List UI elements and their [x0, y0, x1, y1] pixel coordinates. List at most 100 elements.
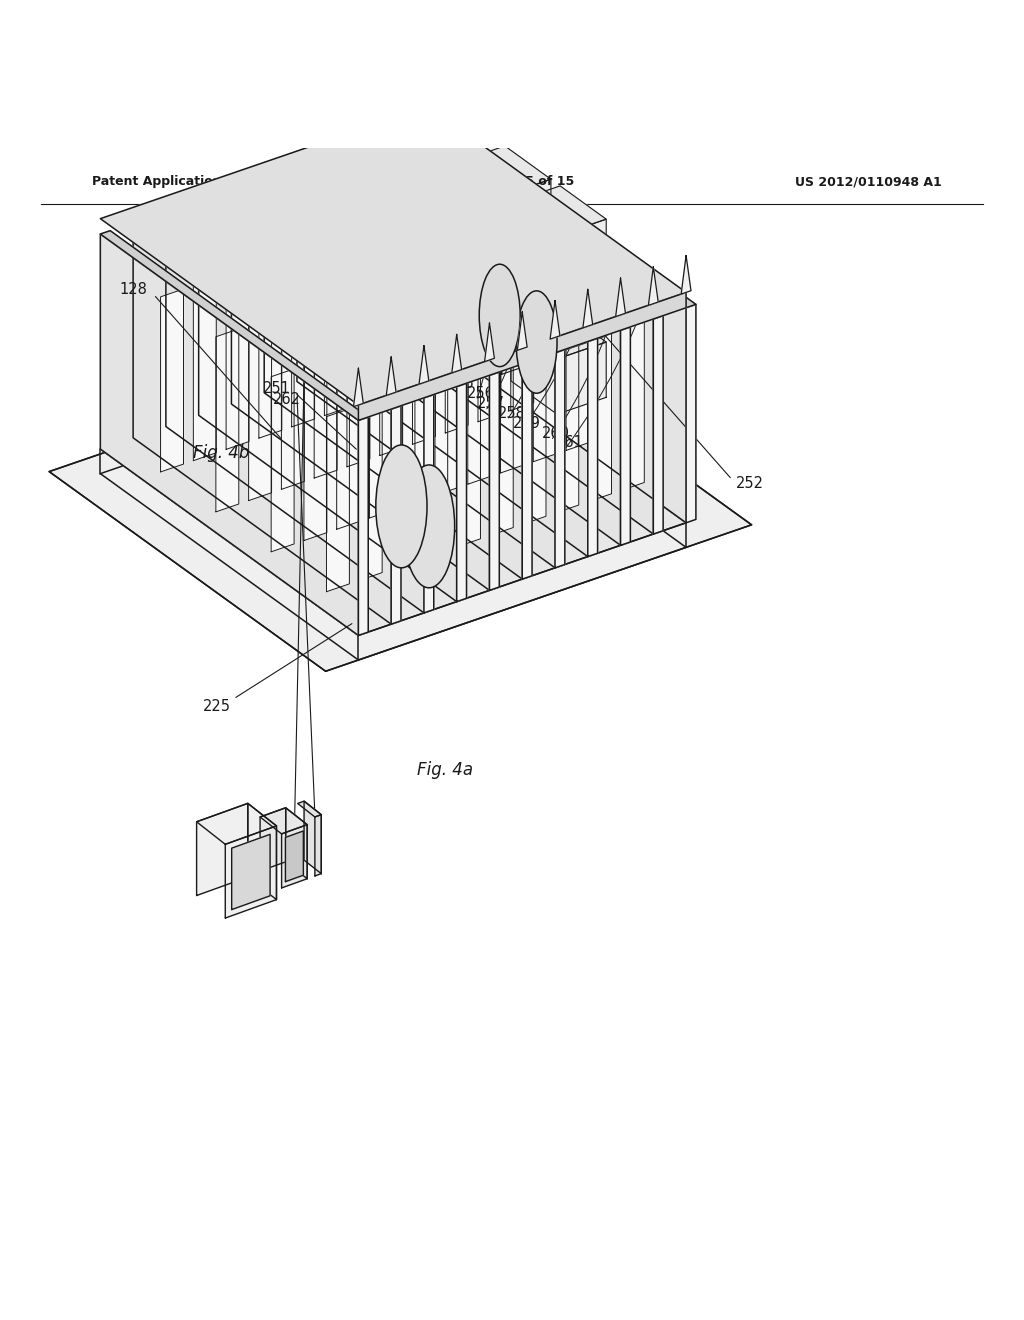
Polygon shape — [282, 825, 307, 888]
Polygon shape — [468, 301, 490, 484]
Polygon shape — [489, 372, 500, 590]
Text: 128: 128 — [119, 281, 147, 297]
Polygon shape — [456, 162, 502, 251]
Polygon shape — [249, 318, 271, 500]
Polygon shape — [550, 301, 560, 339]
Polygon shape — [402, 323, 425, 507]
Polygon shape — [248, 804, 276, 900]
Polygon shape — [161, 289, 183, 473]
Polygon shape — [555, 350, 565, 568]
Text: US 2012/0110948 A1: US 2012/0110948 A1 — [796, 176, 942, 189]
Polygon shape — [330, 152, 598, 342]
Polygon shape — [681, 256, 691, 294]
Polygon shape — [133, 223, 391, 624]
Polygon shape — [49, 325, 752, 672]
Ellipse shape — [479, 264, 520, 367]
Polygon shape — [456, 187, 478, 371]
Polygon shape — [199, 201, 457, 602]
Polygon shape — [231, 834, 270, 909]
Polygon shape — [197, 804, 248, 895]
Polygon shape — [490, 352, 513, 536]
Text: Fig. 4b: Fig. 4b — [193, 444, 250, 462]
Polygon shape — [304, 358, 327, 541]
Polygon shape — [260, 808, 307, 834]
Polygon shape — [264, 174, 532, 364]
Polygon shape — [557, 281, 606, 352]
Polygon shape — [556, 330, 579, 513]
Polygon shape — [391, 405, 401, 624]
Polygon shape — [225, 826, 276, 917]
Polygon shape — [589, 318, 611, 502]
Polygon shape — [100, 106, 686, 405]
Polygon shape — [392, 387, 415, 569]
Polygon shape — [557, 342, 606, 414]
Polygon shape — [353, 368, 364, 407]
Polygon shape — [621, 327, 631, 545]
Text: 256: 256 — [467, 387, 496, 401]
Polygon shape — [456, 224, 502, 313]
Polygon shape — [298, 801, 322, 817]
Polygon shape — [231, 189, 489, 590]
Polygon shape — [286, 808, 307, 879]
Text: 254: 254 — [424, 364, 453, 379]
Text: 257: 257 — [476, 396, 505, 412]
Polygon shape — [395, 132, 653, 535]
Polygon shape — [435, 313, 458, 495]
Polygon shape — [395, 129, 664, 319]
Polygon shape — [523, 341, 546, 524]
Polygon shape — [100, 360, 686, 660]
Polygon shape — [390, 210, 413, 393]
Text: 261: 261 — [555, 436, 584, 450]
Polygon shape — [456, 269, 551, 319]
Polygon shape — [511, 186, 606, 236]
Polygon shape — [282, 306, 304, 490]
Text: 252: 252 — [414, 327, 442, 343]
Polygon shape — [133, 219, 401, 409]
Polygon shape — [100, 234, 358, 635]
Polygon shape — [386, 356, 396, 396]
Polygon shape — [428, 117, 696, 308]
Polygon shape — [511, 326, 557, 414]
Polygon shape — [511, 227, 534, 411]
Polygon shape — [260, 808, 286, 871]
Polygon shape — [325, 232, 347, 416]
Polygon shape — [166, 209, 434, 397]
Polygon shape — [286, 832, 303, 882]
Polygon shape — [458, 364, 480, 546]
Polygon shape — [511, 247, 606, 297]
Polygon shape — [194, 277, 216, 461]
Polygon shape — [484, 323, 495, 362]
Polygon shape — [370, 335, 392, 517]
Polygon shape — [501, 290, 523, 473]
Polygon shape — [445, 249, 468, 433]
Polygon shape — [425, 375, 447, 558]
Text: May 10, 2012  Sheet 15 of 15: May 10, 2012 Sheet 15 of 15 — [368, 176, 574, 189]
Polygon shape — [226, 267, 249, 449]
Polygon shape — [231, 186, 500, 375]
Polygon shape — [502, 302, 551, 375]
Polygon shape — [359, 397, 382, 581]
Polygon shape — [330, 156, 588, 557]
Text: 155: 155 — [301, 313, 330, 327]
Polygon shape — [522, 360, 532, 579]
Polygon shape — [457, 383, 467, 602]
Polygon shape — [358, 417, 369, 635]
Polygon shape — [502, 240, 551, 313]
Polygon shape — [517, 312, 527, 350]
Polygon shape — [419, 346, 429, 384]
Polygon shape — [588, 338, 598, 557]
Polygon shape — [357, 222, 380, 404]
Polygon shape — [199, 197, 467, 387]
Text: 262: 262 — [272, 392, 301, 408]
Text: 258: 258 — [498, 405, 526, 421]
Polygon shape — [362, 140, 631, 330]
Polygon shape — [424, 395, 434, 612]
Polygon shape — [452, 334, 462, 374]
Text: 260: 260 — [542, 426, 570, 441]
Text: 253: 253 — [380, 350, 409, 366]
Polygon shape — [380, 272, 402, 455]
Polygon shape — [686, 305, 696, 523]
Polygon shape — [358, 293, 686, 420]
Polygon shape — [511, 203, 557, 292]
Polygon shape — [648, 267, 658, 305]
